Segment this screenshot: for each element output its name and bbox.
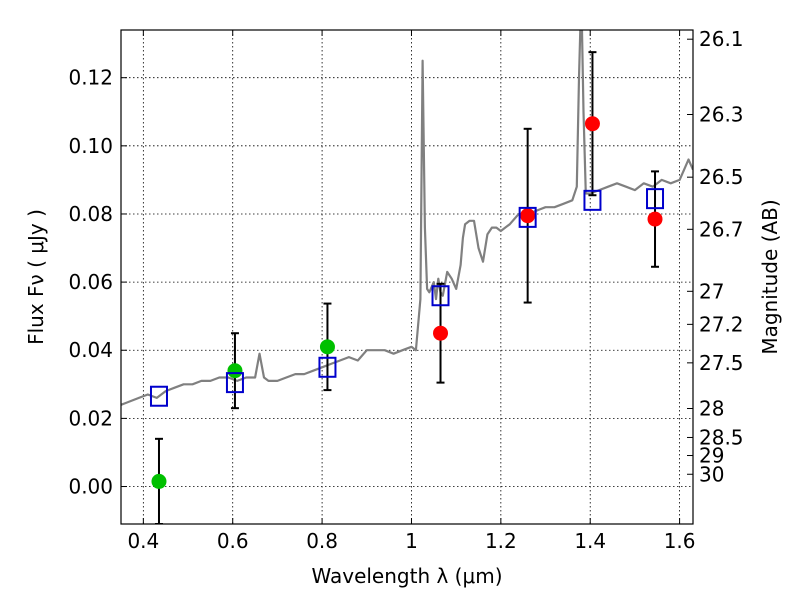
y2-tick-label: 27 (699, 279, 724, 303)
x-tick-label: 1.4 (574, 529, 606, 553)
y-tick-label: 0.04 (68, 338, 113, 362)
y2-tick-label: 27.2 (699, 312, 744, 336)
model-point (518, 206, 537, 228)
grid-lines (121, 30, 693, 524)
data-point (584, 116, 600, 132)
spectrum-line (121, 30, 693, 406)
x-tick-label: 0.6 (217, 529, 249, 553)
x-axis-label: Wavelength λ (μm) (311, 564, 502, 588)
x-tick-label: 1.2 (485, 529, 517, 553)
y-tick-label: 0.00 (68, 475, 113, 499)
x-tick-label: 0.8 (306, 529, 338, 553)
y2-tick-label: 28 (699, 397, 724, 421)
y2-tick-label: 26.3 (699, 102, 744, 126)
y-tick-label: 0.02 (68, 406, 113, 430)
data-point (647, 211, 663, 227)
data-point (319, 339, 335, 355)
data-point (151, 473, 167, 489)
model-point (149, 385, 168, 407)
y2-tick-label: 26.1 (699, 27, 744, 51)
y-tick-label: 0.10 (68, 134, 113, 158)
x-tick-label: 1.6 (664, 529, 696, 553)
y2-axis-label: Magnitude (AB) (758, 199, 782, 354)
y2-tick-label: 27.5 (699, 351, 744, 375)
model-point (318, 356, 337, 378)
y2-tick-label: 26.7 (699, 217, 744, 241)
data-point (433, 325, 449, 341)
x-tick-label: 1 (405, 529, 418, 553)
model-point (646, 188, 665, 210)
y2-tick-label: 28.5 (699, 425, 744, 449)
data-point (520, 208, 536, 224)
y-tick-label: 0.06 (68, 270, 113, 294)
plot-frame (120, 29, 694, 525)
plot-data (121, 30, 693, 524)
y-tick-label: 0.08 (68, 202, 113, 226)
axis-ticks: 0.4 0.6 0.8 1 1.2 1.4 1.6 0.00 0.02 0.04 0.06 0.08 0… (68, 27, 743, 553)
model-point (225, 372, 244, 394)
y2-tick-label: 29 (699, 444, 724, 468)
y2-tick-label: 30 (699, 462, 724, 486)
x-tick-label: 0.4 (127, 529, 159, 553)
model-point (431, 285, 450, 307)
model-point (583, 189, 602, 211)
data-point (227, 363, 243, 379)
y-tick-label: 0.12 (68, 66, 113, 90)
y2-tick-label: 26.5 (699, 165, 744, 189)
y-axis-label: Flux Fν ( μJy ) (24, 209, 48, 345)
